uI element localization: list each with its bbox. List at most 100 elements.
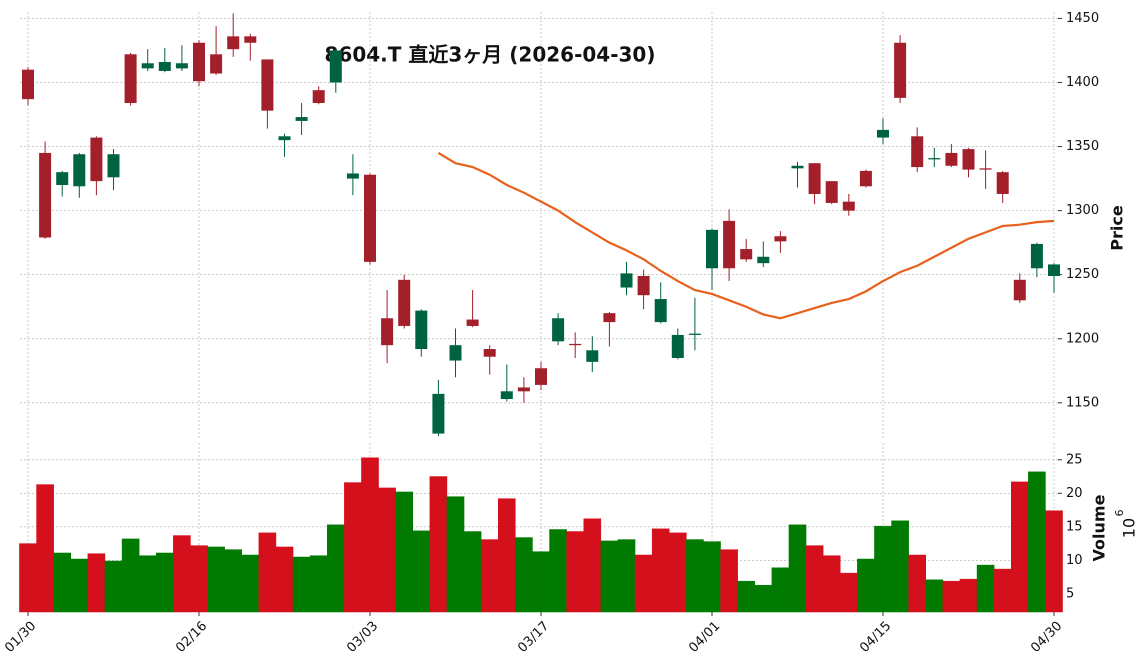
candle-body [996,172,1009,194]
candle-body [517,387,530,392]
volume-bar [446,496,465,613]
x-tick-label: 01/30 [2,619,39,656]
volume-bar [840,572,858,613]
candle-body [244,36,257,43]
volume-bar [275,546,294,613]
candle-body [39,152,52,238]
volume-bar [669,532,687,613]
candle-body [791,165,804,169]
volume-bar [173,535,191,613]
candle-body [56,172,69,185]
candle-body [911,136,924,168]
volume-bar [70,558,89,613]
candle-body [466,319,479,326]
volume-bar [857,558,875,613]
volume-bar [309,555,328,613]
x-tick-label: 04/30 [1028,619,1065,656]
candle-body [22,69,34,100]
volume-bar [908,554,927,613]
volume-unit-exponent: 6 [1113,510,1126,517]
volume-bar [754,584,773,613]
candle-body [552,318,565,342]
y-tick-label: 1150 [1066,395,1099,410]
chart-title: 8604.T 直近3ヶ月 (2026-04-30) [325,43,656,67]
volume-bar [891,520,909,613]
candle-body [227,36,240,50]
candle-body [346,173,359,179]
volume-bar [378,487,396,613]
y-tick-label: 25 [1066,452,1083,467]
candle-body [825,181,838,203]
volume-bar [822,555,841,613]
candle-body [535,368,547,385]
candle-body [364,174,376,262]
volume-bar [344,482,362,613]
candle-body [928,158,941,160]
volume-bar [634,554,653,613]
y-tick-label: 1300 [1066,203,1099,218]
candle-body [329,50,342,83]
candle-body [312,90,325,103]
volume-unit-base: 10 [1120,518,1139,538]
candle-body [808,163,821,194]
candle-body [449,345,462,361]
volume-bar [190,545,208,613]
y-tick-label: 5 [1066,586,1074,601]
volume-bar [651,528,670,613]
volume-bar [600,540,619,613]
volume-bar [874,525,892,613]
y-tick-label: 1200 [1066,331,1099,346]
candle-body [432,393,445,434]
x-tick-label: 04/15 [857,619,894,656]
volume-bar [617,539,636,613]
volume-bar [156,552,174,613]
candle-body [569,343,582,346]
candle-body [740,249,753,260]
x-tick-label: 04/01 [686,619,723,656]
volume-bar [87,553,106,613]
candle-body [210,54,223,74]
volume-bar [805,545,824,613]
candle-body [1013,279,1026,301]
volume-bar [138,555,157,613]
volume-bar [292,556,311,613]
candle-body [723,220,736,269]
candle-body [141,63,154,69]
candle-body [688,333,701,335]
candle-body [654,299,667,323]
volume-bar [104,560,123,613]
candle-body [842,201,855,211]
volume-bar [925,579,944,613]
volume-bar [36,484,54,613]
candle-body [124,54,137,103]
volume-bar [395,491,413,613]
volume-bar [976,564,995,613]
candle-body [620,273,633,288]
candle-body [500,391,513,399]
volume-bar [1045,510,1063,613]
y-tick-label: 1400 [1066,75,1099,90]
volume-bar [515,537,533,613]
candle-body [877,129,889,138]
candle-body [295,117,308,121]
volume-bar [771,567,790,613]
candle-body [398,279,411,326]
candle-body [1048,264,1060,276]
candle-body [962,149,975,170]
y-tick-label: 15 [1066,519,1083,534]
volume-bar [429,476,448,613]
candle-body [945,152,958,166]
volume-bar [498,498,516,613]
candle-body [193,42,205,82]
candle-body [73,154,86,187]
volume-bar [207,546,225,613]
volume-bar [788,524,807,613]
candle-body [90,137,103,182]
candle-body [1030,243,1043,269]
candle-body [175,63,188,69]
volume-bar [480,539,499,613]
x-tick-label: 02/16 [173,619,210,656]
candle-body [483,349,496,357]
volume-bar [53,552,72,613]
volume-bar [412,530,431,613]
